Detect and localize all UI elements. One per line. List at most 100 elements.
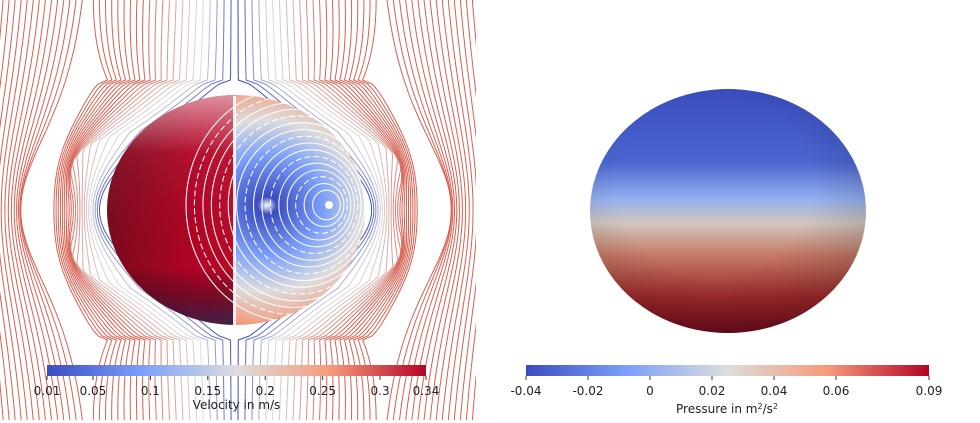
streamline xyxy=(312,0,402,421)
streamline xyxy=(292,0,390,421)
pressure-tick-label: 0.02 xyxy=(699,384,726,398)
inner-streamline xyxy=(261,149,362,261)
velocity-tick-label: 0.01 xyxy=(34,384,61,398)
streamline xyxy=(99,0,232,421)
streamline xyxy=(68,0,146,421)
streamline xyxy=(67,0,141,421)
streamline xyxy=(64,0,131,421)
velocity-tick-label: 0.1 xyxy=(141,384,160,398)
streamline xyxy=(278,0,386,421)
pressure-tick-label: 0.06 xyxy=(823,384,850,398)
velocity-tick-label: 0.2 xyxy=(256,384,275,398)
pressure-tick-label: 0.04 xyxy=(761,384,788,398)
streamline xyxy=(251,0,377,421)
streamline xyxy=(405,0,454,421)
streamline xyxy=(465,0,476,421)
inner-streamline xyxy=(303,182,345,228)
streamline xyxy=(299,0,394,421)
streamline xyxy=(13,0,52,421)
streamline xyxy=(0,0,28,421)
streamline xyxy=(19,0,71,421)
pressure-droplet xyxy=(590,89,866,333)
streamline xyxy=(361,0,418,421)
pressure-tick-label: 0.09 xyxy=(916,384,943,398)
streamline xyxy=(59,0,122,420)
inner-streamline xyxy=(312,189,341,221)
velocity-tick-label: 0.25 xyxy=(309,384,336,398)
streamline xyxy=(305,0,399,421)
pressure-tick-label: 0 xyxy=(646,384,654,398)
streamline xyxy=(324,0,404,421)
streamline xyxy=(319,0,403,421)
vortex-core xyxy=(325,201,333,209)
streamline xyxy=(53,0,109,421)
velocity-render: 0.01 0.05 0.1 0.15 0.2 0.25 0.3 0.34 Velocity i… xyxy=(0,0,476,421)
streamline xyxy=(411,0,455,421)
streamline xyxy=(423,0,460,421)
velocity-colorbar-title: Velocity in m/s xyxy=(193,398,281,412)
velocity-view[interactable]: 0.01 0.05 0.1 0.15 0.2 0.25 0.3 0.34 Velocity i… xyxy=(0,0,476,423)
inner-streamline xyxy=(219,115,365,295)
streamline xyxy=(272,0,383,421)
velocity-tick-label: 0.34 xyxy=(413,384,440,398)
inner-streamline xyxy=(286,169,352,241)
pressure-tick-group: -0.04 -0.02 0 0.02 0.04 0.06 0.09 xyxy=(510,376,942,398)
streamline xyxy=(20,0,83,421)
streamline xyxy=(18,0,65,421)
streamline xyxy=(265,0,381,421)
outer-streamlines xyxy=(0,0,476,421)
velocity-colorbar-bar xyxy=(47,365,426,376)
streamline xyxy=(237,0,373,420)
streamline xyxy=(353,0,414,420)
inner-streamline xyxy=(227,122,365,288)
streamline xyxy=(417,0,458,421)
streamline xyxy=(10,0,46,421)
inner-streamline xyxy=(252,142,365,268)
streamline xyxy=(244,0,375,420)
streamline xyxy=(0,0,22,421)
pressure-colorbar-bar xyxy=(526,365,929,376)
velocity-tick-label: 0.3 xyxy=(371,384,390,398)
inner-streamline xyxy=(295,176,348,234)
droplet xyxy=(107,95,365,326)
streamline xyxy=(92,0,211,421)
velocity-tick-label: 0.05 xyxy=(80,384,107,398)
streamline xyxy=(72,0,164,421)
streamline xyxy=(435,0,467,421)
streamline xyxy=(76,0,170,421)
inner-streamline xyxy=(269,155,359,255)
streamline xyxy=(459,0,476,421)
streamline xyxy=(94,0,218,421)
streamline xyxy=(357,0,416,420)
streamline xyxy=(399,0,453,421)
streamline xyxy=(343,0,410,421)
streamline xyxy=(334,0,406,421)
cut-plane-edge xyxy=(233,96,236,326)
streamline xyxy=(96,0,225,420)
streamline xyxy=(86,0,191,421)
inner-streamline xyxy=(278,162,355,248)
streamline xyxy=(386,0,452,421)
pressure-title-sup2: 2 xyxy=(773,402,778,411)
streamline xyxy=(88,0,197,421)
streamline xyxy=(0,0,16,421)
pressure-tick-label: -0.02 xyxy=(572,384,603,398)
streamline xyxy=(70,0,157,421)
streamline xyxy=(258,0,379,421)
streamline xyxy=(69,0,151,421)
pressure-tick-label: -0.04 xyxy=(510,384,541,398)
streamline xyxy=(348,0,412,420)
pressure-colorbar: -0.04 -0.02 0 0.02 0.04 0.06 0.09 Pressure in … xyxy=(510,365,942,416)
inner-streamline xyxy=(244,135,365,275)
streamline xyxy=(0,0,10,421)
streamline xyxy=(90,0,204,421)
streamline xyxy=(4,0,34,421)
streamline xyxy=(7,0,40,421)
pressure-view[interactable]: -0.04 -0.02 0 0.02 0.04 0.06 0.09 Pressure in … xyxy=(476,0,980,423)
pressure-droplet-shade xyxy=(590,89,866,333)
streamline xyxy=(339,0,408,421)
velocity-tick-label: 0.15 xyxy=(194,384,221,398)
inner-streamline xyxy=(236,128,365,282)
streamline xyxy=(57,0,118,420)
droplet-left-shade xyxy=(107,95,235,325)
